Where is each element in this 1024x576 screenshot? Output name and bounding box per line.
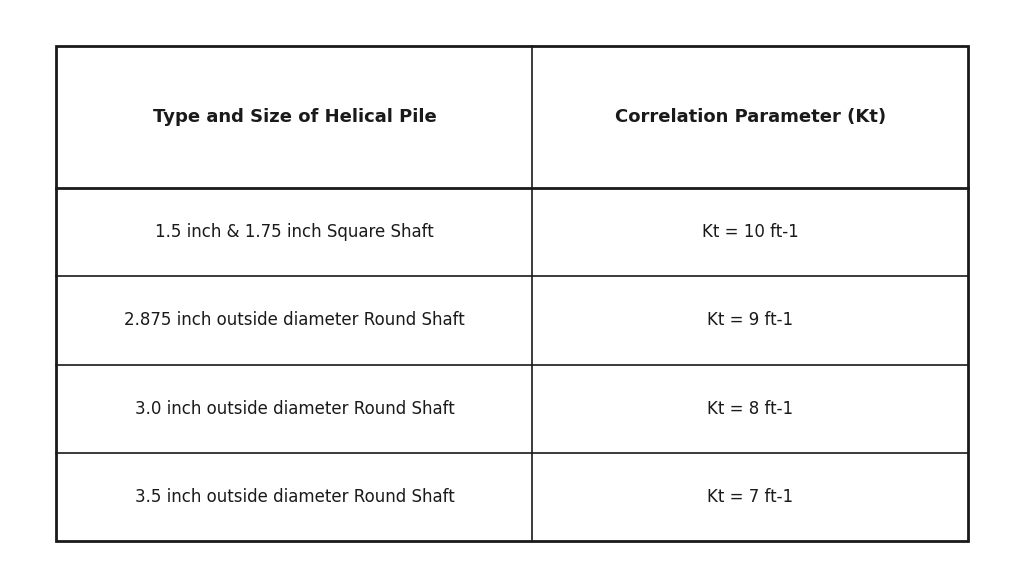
Text: Kt = 8 ft-1: Kt = 8 ft-1 [707, 400, 794, 418]
Text: Kt = 9 ft-1: Kt = 9 ft-1 [707, 311, 794, 329]
Text: 3.0 inch outside diameter Round Shaft: 3.0 inch outside diameter Round Shaft [134, 400, 455, 418]
Text: 3.5 inch outside diameter Round Shaft: 3.5 inch outside diameter Round Shaft [134, 488, 455, 506]
Bar [56, 46, 968, 541]
Text: 1.5 inch & 1.75 inch Square Shaft: 1.5 inch & 1.75 inch Square Shaft [155, 223, 434, 241]
Text: Kt = 7 ft-1: Kt = 7 ft-1 [707, 488, 794, 506]
Text: Kt = 10 ft-1: Kt = 10 ft-1 [701, 223, 799, 241]
Text: Type and Size of Helical Pile: Type and Size of Helical Pile [153, 108, 436, 126]
Text: Correlation Parameter (Kt): Correlation Parameter (Kt) [614, 108, 886, 126]
Text: 2.875 inch outside diameter Round Shaft: 2.875 inch outside diameter Round Shaft [124, 311, 465, 329]
